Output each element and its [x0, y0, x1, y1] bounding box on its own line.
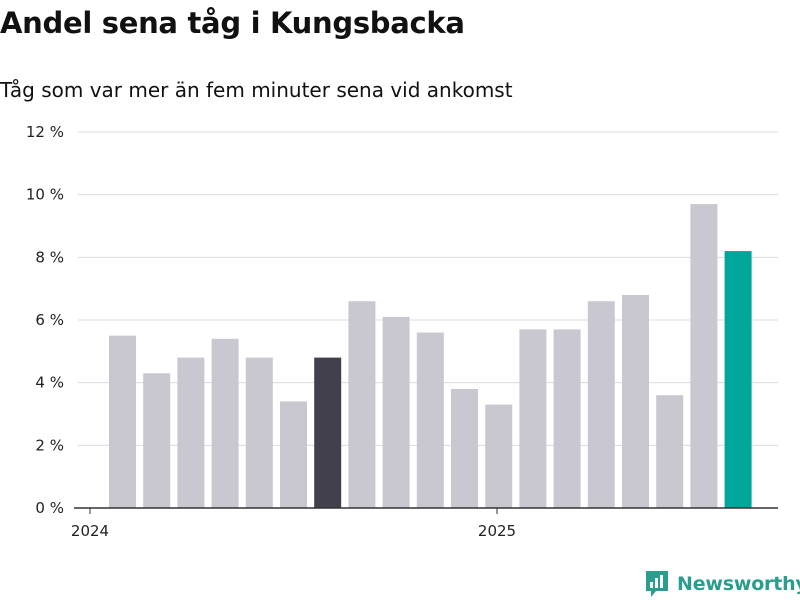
bar-2024-12 [485, 404, 513, 508]
bar-2025-06 [690, 204, 718, 509]
bar-2024-06 [280, 401, 307, 508]
bar-2025-02 [553, 329, 581, 508]
y-tick-label: 4 % [35, 374, 64, 392]
y-tick-label: 8 % [35, 248, 64, 266]
bar-2024-07 [314, 357, 342, 508]
x-tick-label: 2024 [71, 522, 109, 540]
bar-2024-04 [211, 338, 239, 508]
bars [109, 204, 752, 509]
y-tick-label: 6 % [35, 311, 64, 329]
chart-title: Andel sena tåg i Kungsbacka [0, 6, 465, 40]
bar-2025-03 [587, 301, 615, 508]
newsworthy-logo-icon [646, 571, 668, 597]
x-tick-label: 2025 [478, 522, 516, 540]
y-axis-ticks: 0 % 2 % 4 % 6 % 8 % 10 % 12 % [26, 123, 64, 517]
bar-2025-04 [622, 294, 649, 508]
bar-2025-05 [656, 395, 684, 508]
y-tick-label: 0 % [35, 499, 64, 517]
y-tick-label: 10 % [26, 186, 64, 204]
chart-subtitle: Tåg som var mer än fem minuter sena vid … [0, 78, 513, 102]
y-tick-label: 12 % [26, 123, 64, 141]
bar-2024-02 [143, 373, 171, 508]
bar-2024-01 [109, 335, 136, 508]
brand-name: Newsworthy [677, 573, 800, 595]
bar-2024-10 [416, 332, 444, 508]
bar-2024-03 [177, 357, 205, 508]
bar-2024-05 [245, 357, 273, 508]
bar-2025-07 [724, 251, 752, 509]
brand-logo: Newsworthy [644, 569, 800, 599]
bar-2025-01 [519, 329, 547, 508]
bar-2024-11 [451, 388, 478, 508]
x-axis-ticks: 2024 2025 [71, 508, 516, 540]
y-tick-label: 2 % [35, 436, 64, 454]
bar-2024-08 [348, 301, 376, 508]
bar-2024-09 [382, 316, 410, 508]
